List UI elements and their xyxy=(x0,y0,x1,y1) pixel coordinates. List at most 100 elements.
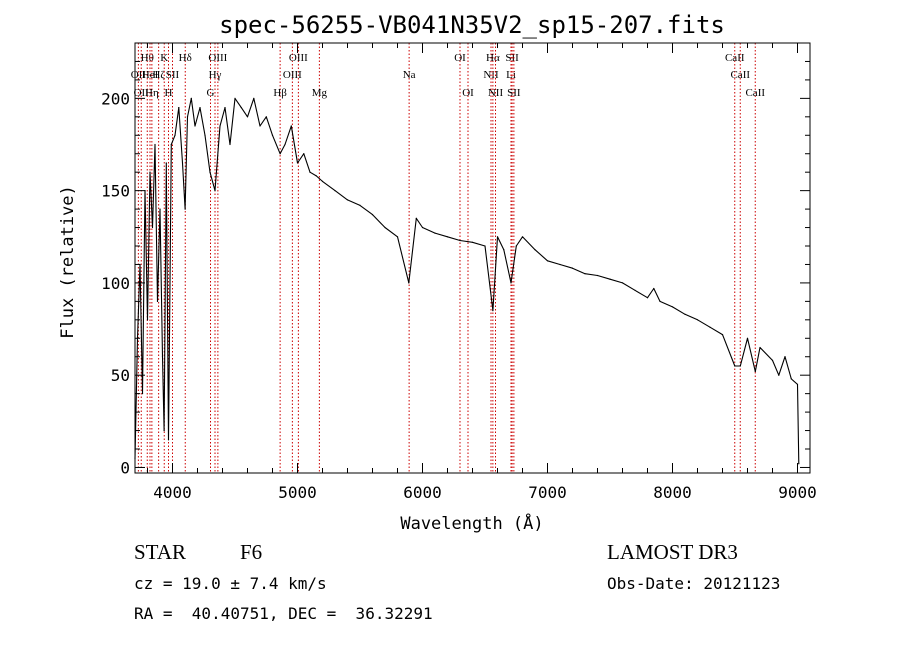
data-point-0-31 xyxy=(240,107,242,109)
marker-label-6: K xyxy=(160,52,168,64)
y-tick-label-2: 100 xyxy=(101,274,130,293)
data-point-0-67 xyxy=(559,263,561,266)
data-point-0-66 xyxy=(546,260,549,262)
axes: 4000 5000 6000 7000 8000 9000 0 50 100 150 200 xyxy=(101,43,817,502)
redshift-readout: cz = 19.0 ± 7.4 km/s xyxy=(134,574,327,593)
data-point-0-89 xyxy=(784,356,786,358)
coordinates: RA = 40.40751, DEC = 36.32291 xyxy=(134,604,433,623)
marker-label-14: OIII xyxy=(283,69,302,81)
data-point-0-90 xyxy=(790,378,792,380)
data-point-0-47 xyxy=(359,204,361,206)
data-point-0-34 xyxy=(259,125,261,127)
object-subclass: F6 xyxy=(240,540,263,564)
data-point-0-8 xyxy=(154,143,156,146)
data-point-0-28 xyxy=(224,107,226,109)
data-point-0-22 xyxy=(194,125,196,127)
data-point-0-75 xyxy=(653,287,655,290)
data-point-0-33 xyxy=(253,97,255,99)
marker-label-25: SII xyxy=(507,87,521,99)
data-point-0-69 xyxy=(584,273,586,275)
data-point-0-74 xyxy=(646,297,649,299)
data-point-0-62 xyxy=(510,282,512,284)
data-point-0-20 xyxy=(186,116,189,118)
marker-label-24: SII xyxy=(505,52,519,64)
data-point-0-7 xyxy=(151,226,154,229)
data-point-0-35 xyxy=(265,116,267,118)
data-point-0-11 xyxy=(161,356,164,358)
data-point-0-44 xyxy=(321,180,324,182)
object-class: STAR xyxy=(134,540,186,564)
data-point-0-27 xyxy=(219,125,221,127)
marker-label-27: CaII xyxy=(730,69,750,81)
data-point-0-57 xyxy=(471,241,474,243)
data-point-0-10 xyxy=(159,208,161,210)
x-tick-label-5: 9000 xyxy=(778,483,817,502)
marker-label-12: OIII xyxy=(208,52,227,64)
obs-date: Obs-Date: 20121123 xyxy=(607,574,781,593)
data-point-0-76 xyxy=(659,300,661,302)
y-tick-label-0: 0 xyxy=(120,458,130,477)
data-point-0-79 xyxy=(696,319,699,321)
marker-label-23: Li xyxy=(506,69,516,81)
data-point-0-26 xyxy=(214,190,216,192)
data-point-0-49 xyxy=(384,226,386,229)
chart-title: spec-56255-VB041N35V2_sp15-207.fits xyxy=(219,11,725,39)
data-point-0-82 xyxy=(734,365,736,367)
data-point-0-77 xyxy=(671,306,674,308)
x-axis-label: Wavelength (Å) xyxy=(400,512,543,534)
data-point-0-48 xyxy=(371,214,374,216)
marker-label-13: Hβ xyxy=(273,87,287,99)
marker-label-2: Hθ xyxy=(141,52,154,64)
data-point-0-53 xyxy=(421,226,424,229)
data-point-0-12 xyxy=(163,430,165,432)
data-point-0-38 xyxy=(284,143,286,146)
marker-label-26: CaII xyxy=(725,52,745,64)
data-point-0-32 xyxy=(246,116,249,118)
marker-label-22: NII xyxy=(488,87,504,99)
x-tick-label-4: 8000 xyxy=(653,483,692,502)
y-tick-label-3: 150 xyxy=(101,182,130,201)
data-point-0-14 xyxy=(167,439,170,441)
data-point-0-56 xyxy=(459,239,461,242)
data-point-0-91 xyxy=(796,383,799,385)
data-point-0-60 xyxy=(496,236,499,238)
data-point-0-43 xyxy=(315,175,317,177)
data-point-0-92 xyxy=(798,463,800,465)
data-point-0-40 xyxy=(296,162,299,164)
y-tick-label-4: 200 xyxy=(101,89,130,108)
data-point-0-9 xyxy=(156,300,159,302)
data-point-0-65 xyxy=(534,249,536,251)
data-point-0-30 xyxy=(234,97,236,99)
data-point-0-54 xyxy=(434,232,436,234)
data-point-0-21 xyxy=(190,97,192,99)
data-point-0-3 xyxy=(141,393,144,395)
data-point-0-51 xyxy=(408,282,410,284)
marker-label-7: H xyxy=(165,87,173,99)
data-point-0-55 xyxy=(446,236,449,238)
plot-frame xyxy=(134,42,811,474)
marker-label-15: OIII xyxy=(289,52,308,64)
data-point-0-17 xyxy=(178,107,180,109)
series-line-0 xyxy=(134,97,800,464)
x-tick-label-0: 4000 xyxy=(153,483,192,502)
data-point-0-36 xyxy=(271,134,274,136)
data-point-0-39 xyxy=(290,125,292,127)
data-point-0-86 xyxy=(759,346,761,349)
data-point-0-42 xyxy=(309,171,311,173)
marker-label-17: Na xyxy=(403,69,416,81)
marker-label-21: Hα xyxy=(486,52,500,64)
spectral-line-markers: OIIOIIHθHeIHηHζKHSIIHδGHγOIIIHβOIIIOIIIM… xyxy=(131,43,765,473)
marker-label-4: Hη xyxy=(145,87,159,99)
data-point-0-68 xyxy=(571,267,574,269)
data-point-0-78 xyxy=(684,313,686,315)
data-point-0-85 xyxy=(754,370,756,373)
data-point-0-6 xyxy=(149,171,151,173)
data-point-0-25 xyxy=(209,171,211,173)
marker-label-19: OI xyxy=(462,87,474,99)
y-axis-label: Flux (relative) xyxy=(58,185,78,339)
data-point-0-16 xyxy=(174,134,176,136)
data-point-0-15 xyxy=(170,143,172,146)
data-point-0-61 xyxy=(503,249,505,251)
data-point-0-84 xyxy=(746,337,749,339)
data-point-0-24 xyxy=(204,134,206,136)
